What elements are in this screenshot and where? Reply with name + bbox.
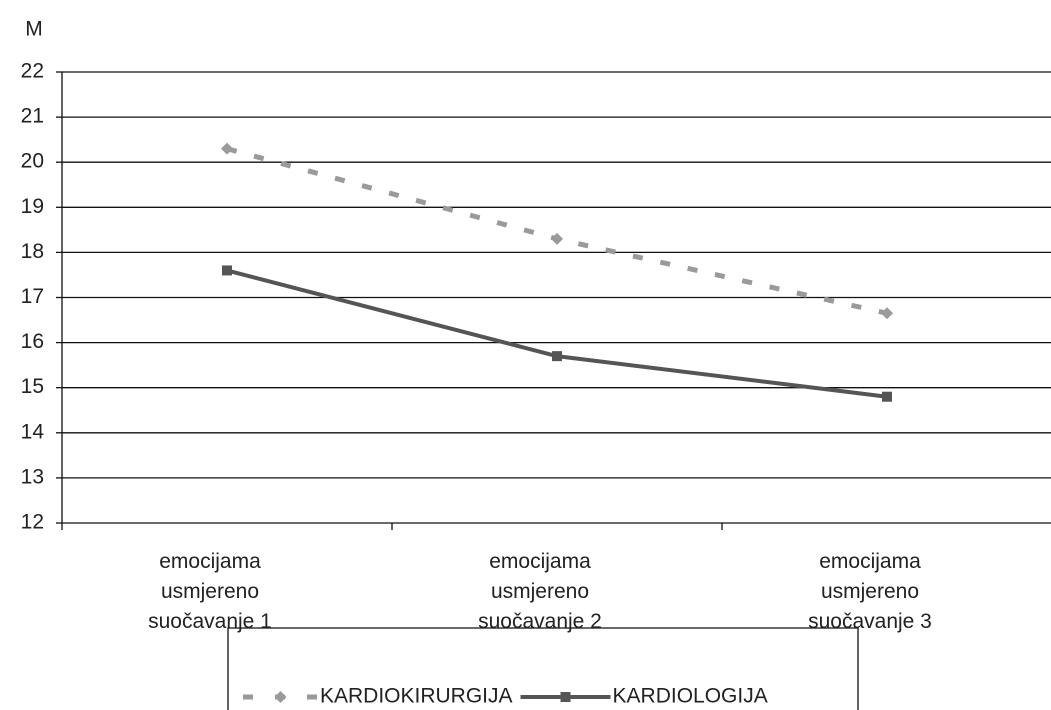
legend-label: KARDIOKIRURGIJA — [320, 685, 513, 708]
x-tick-label: emocijama usmjereno suočavanje 3 — [808, 550, 932, 633]
marker — [274, 691, 287, 703]
x-tick-label: emocijama usmjereno suočavanje 1 — [148, 550, 272, 633]
y-tick-label: 13 — [21, 465, 44, 488]
legend-box — [227, 627, 859, 710]
y-tick-label: 19 — [21, 195, 44, 218]
legend-label: KARDIOLOGIJA — [613, 685, 768, 708]
y-tick-label: 17 — [21, 285, 44, 308]
y-tick-label: 20 — [21, 150, 44, 173]
y-tick-label: 18 — [21, 240, 44, 263]
x-tick-label: emocijama usmjereno suočavanje 2 — [478, 550, 602, 633]
marker — [560, 692, 571, 702]
marker — [221, 142, 233, 155]
marker — [882, 391, 892, 402]
series-line — [226, 146, 888, 316]
y-tick-label: 16 — [21, 330, 44, 353]
marker — [552, 351, 562, 362]
marker — [551, 232, 563, 245]
y-tick-label: 22 — [21, 60, 44, 83]
y-tick-label: 15 — [21, 375, 44, 398]
y-tick-label: 14 — [21, 420, 45, 443]
y-tick-label: 21 — [21, 105, 44, 128]
marker — [881, 307, 893, 320]
marker — [222, 265, 232, 276]
y-tick-label: 12 — [21, 511, 44, 534]
y-axis-label: M — [25, 18, 43, 41]
series-line — [226, 268, 888, 399]
